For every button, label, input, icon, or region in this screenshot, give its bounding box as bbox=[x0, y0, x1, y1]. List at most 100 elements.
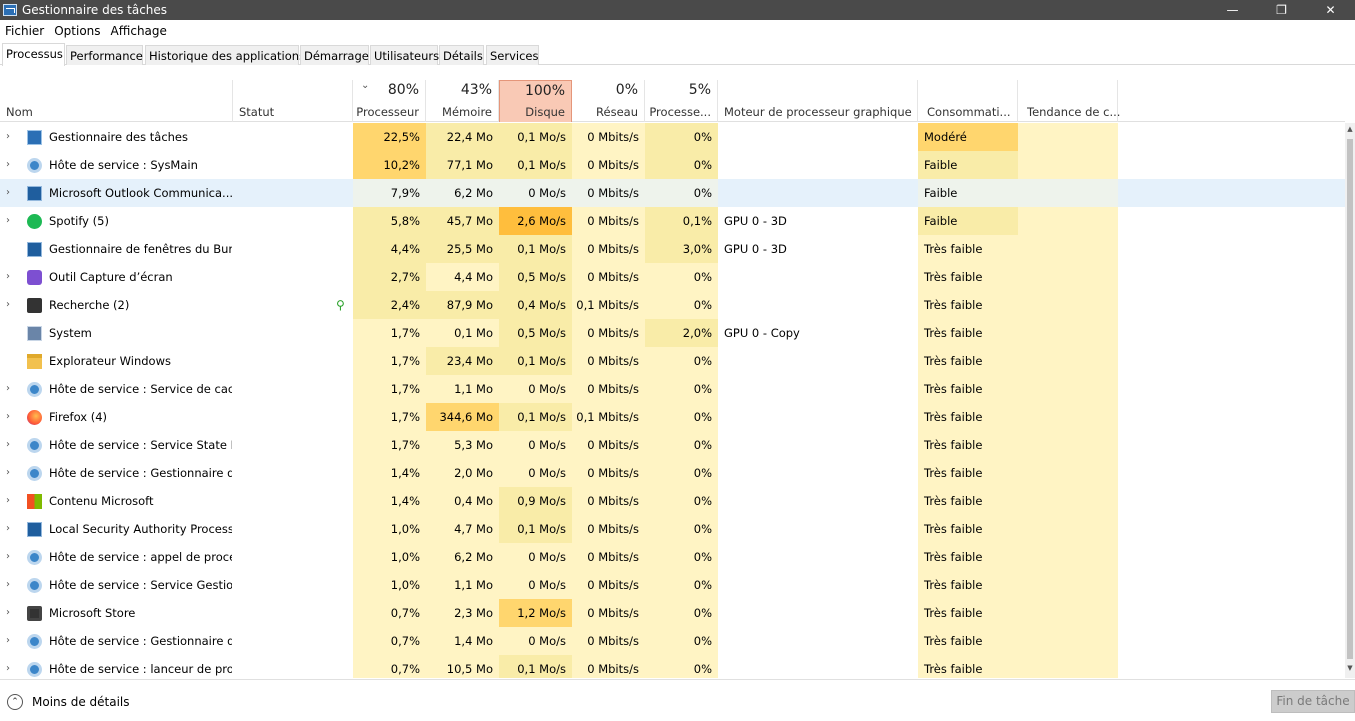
chevron-right-icon[interactable]: › bbox=[6, 663, 10, 674]
menu-fichier[interactable]: Fichier bbox=[5, 23, 45, 38]
tab-processus[interactable]: Processus bbox=[2, 43, 65, 66]
column-header-tendance[interactable]: Tendance de c... bbox=[1018, 80, 1120, 122]
chevron-right-icon[interactable]: › bbox=[6, 131, 10, 142]
column-header-consommation[interactable]: Consommati... bbox=[918, 80, 1018, 122]
scroll-up-icon[interactable]: ▲ bbox=[1347, 125, 1353, 133]
tab-performance[interactable]: Performance bbox=[66, 45, 143, 65]
gpu-engine-cell bbox=[718, 487, 918, 515]
vertical-scrollbar[interactable]: ▲ ▼ bbox=[1345, 123, 1355, 678]
memory-cell: 344,6 Mo bbox=[426, 403, 499, 431]
chevron-right-icon[interactable]: › bbox=[6, 187, 10, 198]
menu-options[interactable]: Options bbox=[54, 23, 101, 38]
column-header-gpu[interactable]: 5% Processe... bbox=[645, 80, 718, 122]
chevron-right-icon[interactable]: › bbox=[6, 215, 10, 226]
tab-services[interactable]: Services bbox=[486, 45, 539, 65]
chevron-right-icon[interactable]: › bbox=[6, 467, 10, 478]
window-icon bbox=[27, 186, 42, 201]
column-header-statut[interactable]: Statut bbox=[233, 80, 353, 122]
chevron-right-icon[interactable]: › bbox=[6, 159, 10, 170]
process-name: Microsoft Outlook Communica... bbox=[49, 186, 232, 200]
network-cell: 0 Mbits/s bbox=[572, 515, 645, 543]
chevron-right-icon[interactable]: › bbox=[6, 635, 10, 646]
memory-cell: 6,2 Mo bbox=[426, 543, 499, 571]
table-row[interactable]: › Hôte de service : Service de cac... 1,7%… bbox=[0, 375, 1345, 403]
power-trend-cell bbox=[1018, 487, 1118, 515]
tab-demarrage[interactable]: Démarrage bbox=[300, 45, 369, 65]
maximize-button[interactable]: ❐ bbox=[1276, 3, 1287, 17]
table-row[interactable]: Explorateur Windows 1,7% 23,4 Mo 0,1 Mo/s 0 … bbox=[0, 347, 1345, 375]
tab-historique[interactable]: Historique des applications bbox=[145, 45, 305, 65]
table-row[interactable]: › Recherche (2) ⚲ 2,4% 87,9 Mo 0,4 Mo/s 0,1 Mb… bbox=[0, 291, 1345, 319]
chevron-up-icon[interactable]: ⌃ bbox=[7, 694, 23, 710]
table-row[interactable]: › Hôte de service : SysMain 10,2% 77,1 Mo 0,… bbox=[0, 151, 1345, 179]
end-task-button[interactable]: Fin de tâche bbox=[1271, 690, 1355, 713]
disk-cell: 0,1 Mo/s bbox=[499, 151, 572, 179]
table-row[interactable]: › Microsoft Outlook Communica... 7,9% 6,2 M… bbox=[0, 179, 1345, 207]
tab-details[interactable]: Détails bbox=[439, 45, 484, 65]
tab-utilisateurs[interactable]: Utilisateurs bbox=[370, 45, 439, 65]
table-row[interactable]: Gestionnaire de fenêtres du Bur... 4,4% 25… bbox=[0, 235, 1345, 263]
column-header-nom[interactable]: Nom bbox=[0, 80, 233, 122]
disk-cell: 0,1 Mo/s bbox=[499, 123, 572, 151]
chevron-right-icon[interactable]: › bbox=[6, 439, 10, 450]
gpu-cell: 0% bbox=[645, 627, 718, 655]
table-row[interactable]: › Hôte de service : Gestionnaire d... 0,7%… bbox=[0, 627, 1345, 655]
scrollbar-thumb[interactable] bbox=[1347, 139, 1353, 659]
table-row[interactable]: › Hôte de service : Service State R... 1,7… bbox=[0, 431, 1345, 459]
chevron-right-icon[interactable]: › bbox=[6, 607, 10, 618]
minimize-button[interactable]: — bbox=[1226, 3, 1239, 17]
memory-cell: 87,9 Mo bbox=[426, 291, 499, 319]
cpu-cell: 0,7% bbox=[353, 627, 426, 655]
column-label: Moteur de processeur graphique bbox=[724, 105, 912, 119]
chevron-right-icon[interactable]: › bbox=[6, 523, 10, 534]
close-button[interactable]: ✕ bbox=[1325, 3, 1336, 17]
gear-icon bbox=[27, 634, 42, 649]
gpu-cell: 0,1% bbox=[645, 207, 718, 235]
memory-cell: 5,3 Mo bbox=[426, 431, 499, 459]
gpu-engine-cell bbox=[718, 515, 918, 543]
power-usage-cell: Modéré bbox=[918, 123, 1018, 151]
column-header-moteur[interactable]: Moteur de processeur graphique bbox=[718, 80, 918, 122]
gpu-engine-cell bbox=[718, 347, 918, 375]
power-usage-cell: Très faible bbox=[918, 431, 1018, 459]
less-details-link[interactable]: Moins de détails bbox=[32, 695, 130, 709]
chevron-right-icon[interactable]: › bbox=[6, 411, 10, 422]
chevron-right-icon[interactable]: › bbox=[6, 299, 10, 310]
scroll-down-icon[interactable]: ▼ bbox=[1347, 664, 1353, 672]
table-row[interactable]: › Firefox (4) 1,7% 344,6 Mo 0,1 Mo/s 0,1 Mbit… bbox=[0, 403, 1345, 431]
table-row[interactable]: › Contenu Microsoft 1,4% 0,4 Mo 0,9 Mo/s 0 Mb… bbox=[0, 487, 1345, 515]
gpu-cell: 0% bbox=[645, 179, 718, 207]
table-row[interactable]: › Microsoft Store 0,7% 2,3 Mo 1,2 Mo/s 0 Mbit… bbox=[0, 599, 1345, 627]
power-usage-cell: Faible bbox=[918, 151, 1018, 179]
task-manager-icon bbox=[3, 4, 17, 16]
cpu-cell: 1,7% bbox=[353, 431, 426, 459]
menu-affichage[interactable]: Affichage bbox=[110, 23, 167, 38]
table-row[interactable]: › Hôte de service : Service Gestio... 1,0%… bbox=[0, 571, 1345, 599]
table-row[interactable]: › Local Security Authority Process... 1,0%… bbox=[0, 515, 1345, 543]
table-row[interactable]: › Hôte de service : appel de procé... 1,0%… bbox=[0, 543, 1345, 571]
column-header-processeur[interactable]: ⌄ 80% Processeur bbox=[353, 80, 426, 122]
chevron-right-icon[interactable]: › bbox=[6, 383, 10, 394]
gpu-engine-cell: GPU 0 - 3D bbox=[724, 214, 787, 228]
table-row[interactable]: › Hôte de service : Gestionnaire d... 1,4%… bbox=[0, 459, 1345, 487]
column-header-reseau[interactable]: 0% Réseau bbox=[572, 80, 645, 122]
table-row[interactable]: › Hôte de service : lanceur de pro... 0,7%… bbox=[0, 655, 1345, 678]
chevron-right-icon[interactable]: › bbox=[6, 551, 10, 562]
table-row[interactable]: System 1,7% 0,1 Mo 0,5 Mo/s 0 Mbits/s 2,0% GPU… bbox=[0, 319, 1345, 347]
table-row[interactable]: › Spotify (5) 5,8% 45,7 Mo 2,6 Mo/s 0 Mbits/s… bbox=[0, 207, 1345, 235]
cpu-cell: 2,7% bbox=[353, 263, 426, 291]
gpu-engine-cell bbox=[718, 571, 918, 599]
table-row[interactable]: › Outil Capture d’écran 2,7% 4,4 Mo 0,5 Mo/s… bbox=[0, 263, 1345, 291]
table-row[interactable]: › Gestionnaire des tâches 22,5% 22,4 Mo 0,1 … bbox=[0, 123, 1345, 151]
column-header-memoire[interactable]: 43% Mémoire bbox=[426, 80, 499, 122]
power-usage-cell: Très faible bbox=[918, 543, 1018, 571]
column-header-disque[interactable]: 100% Disque bbox=[499, 80, 572, 122]
system-icon bbox=[27, 326, 42, 341]
process-name: Hôte de service : Gestionnaire d... bbox=[49, 466, 232, 480]
chevron-right-icon[interactable]: › bbox=[6, 495, 10, 506]
chevron-right-icon[interactable]: › bbox=[6, 271, 10, 282]
power-usage-cell: Très faible bbox=[918, 375, 1018, 403]
chevron-right-icon[interactable]: › bbox=[6, 579, 10, 590]
gpu-engine-cell bbox=[718, 655, 918, 678]
network-cell: 0 Mbits/s bbox=[572, 459, 645, 487]
